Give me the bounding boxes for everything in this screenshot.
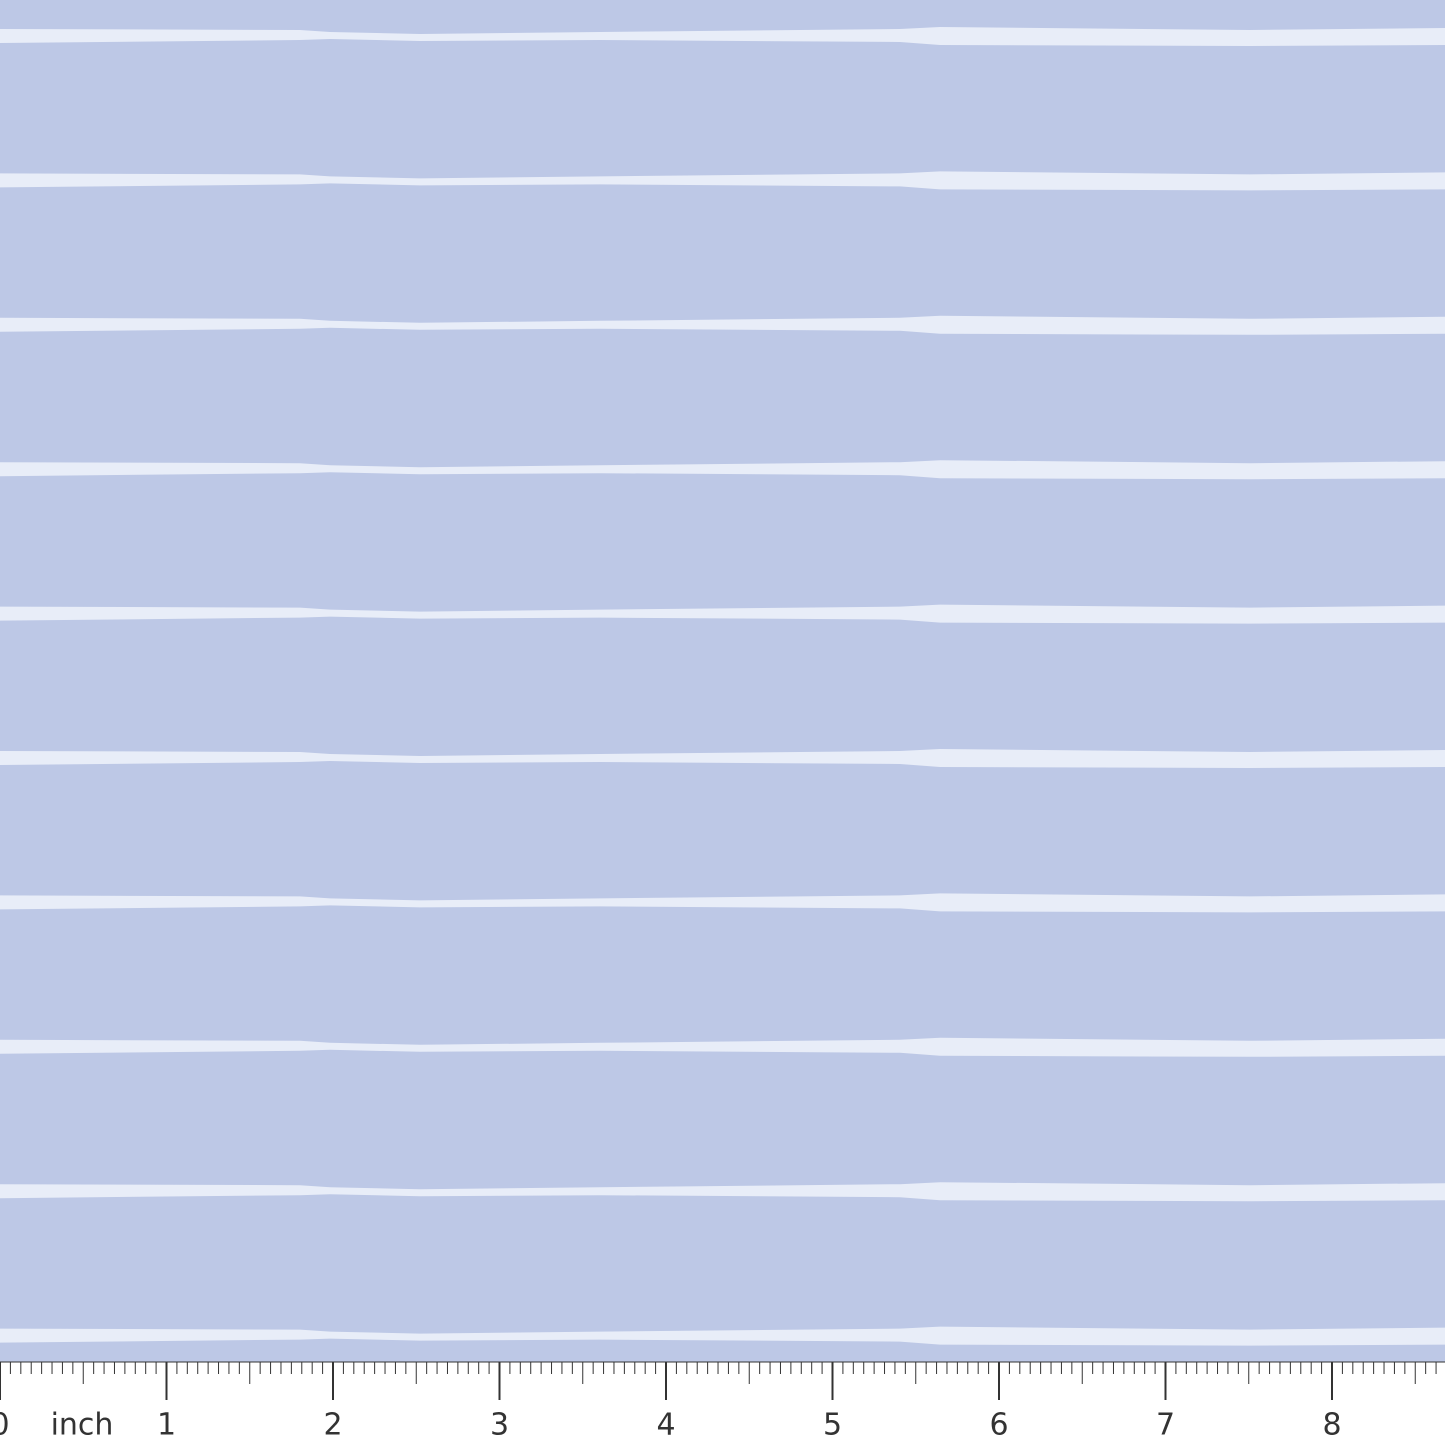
ruler-label: 5 xyxy=(823,1408,842,1443)
ruler-label: 3 xyxy=(490,1408,509,1443)
stripe xyxy=(0,460,1445,480)
ruler: 0 1 2 3 4 5 6 7 8 xyxy=(0,1361,1445,1443)
stripe xyxy=(0,893,1445,913)
ruler-label: 2 xyxy=(323,1408,342,1443)
fabric-background xyxy=(0,0,1445,1362)
ruler-unit: inch xyxy=(51,1408,114,1443)
ruler-label: 6 xyxy=(989,1408,1008,1443)
ruler-label: 1 xyxy=(157,1408,176,1443)
stripe xyxy=(0,1182,1445,1202)
stripe xyxy=(0,27,1445,46)
stripe xyxy=(0,1037,1445,1057)
stripe xyxy=(0,1326,1445,1346)
ruler-label: 7 xyxy=(1156,1408,1175,1443)
ruler-label: 8 xyxy=(1322,1408,1341,1443)
ruler-background xyxy=(0,1362,1445,1445)
stripe xyxy=(0,315,1445,335)
stripe xyxy=(0,171,1445,191)
ruler-label: 4 xyxy=(656,1408,675,1443)
stripe xyxy=(0,604,1445,624)
ruler-label: 0 xyxy=(0,1408,10,1443)
stripe xyxy=(0,749,1445,768)
stripe-pattern xyxy=(0,27,1445,1346)
